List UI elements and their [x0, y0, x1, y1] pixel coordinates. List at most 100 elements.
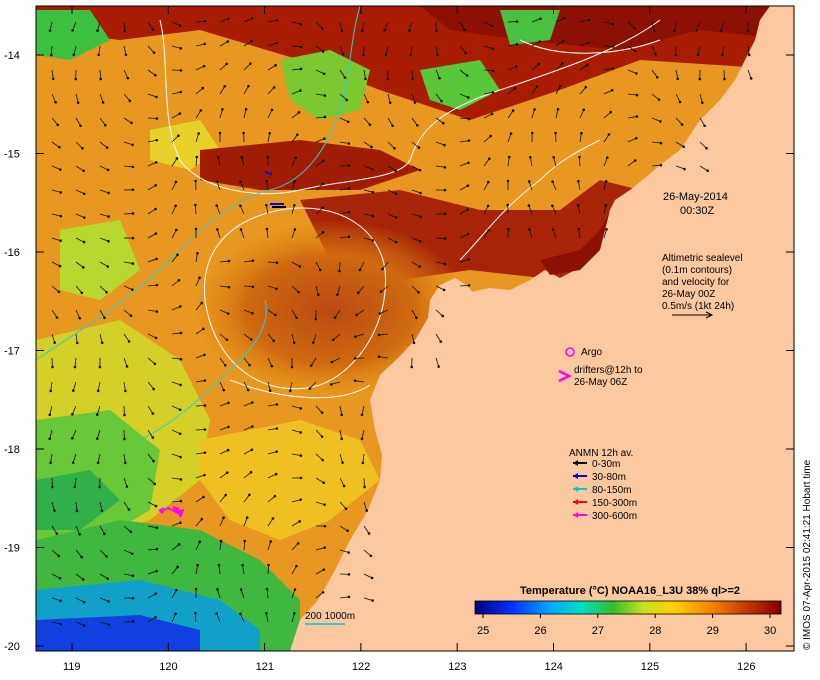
velocity-arrow-head: [194, 227, 198, 231]
velocity-arrow-head: [107, 599, 110, 603]
velocity-arrow: [603, 68, 613, 71]
velocity-arrow-head: [559, 84, 562, 88]
velocity-arrow-head: [633, 26, 636, 30]
velocity-arrow: [217, 157, 221, 167]
velocity-arrow-head: [131, 143, 134, 147]
velocity-arrow: [51, 93, 56, 103]
velocity-arrow-head: [227, 285, 231, 289]
velocity-arrow-head: [98, 485, 102, 489]
velocity-arrow: [339, 501, 347, 510]
velocity-arrow: [408, 21, 413, 31]
velocity-arrow-head: [552, 155, 556, 159]
anmn-label: 300-600m: [592, 511, 637, 522]
velocity-arrow-head: [100, 341, 104, 345]
velocity-arrow: [379, 356, 389, 359]
velocity-arrow-head: [275, 261, 279, 265]
velocity-arrow-head: [604, 203, 608, 207]
velocity-arrow-head: [463, 28, 466, 31]
credit-text: © IMOS 07-Apr-2015 02:41:21 Hobart time: [802, 459, 813, 650]
velocity-arrow-head: [155, 283, 159, 287]
velocity-arrow-head: [203, 404, 207, 407]
velocity-arrow: [147, 381, 154, 390]
velocity-arrow: [339, 477, 345, 487]
velocity-arrow-head: [179, 455, 182, 459]
velocity-arrow-head: [71, 412, 74, 416]
velocity-arrow: [147, 548, 157, 551]
velocity-arrow: [123, 117, 132, 124]
velocity-arrow-head: [272, 339, 276, 343]
velocity-arrow: [195, 405, 206, 407]
velocity-arrow-head: [55, 316, 59, 319]
velocity-arrow-head: [486, 204, 490, 208]
velocity-arrow: [51, 501, 55, 511]
velocity-arrow-head: [275, 41, 278, 45]
velocity-arrow: [171, 158, 178, 167]
velocity-arrow: [627, 160, 636, 167]
velocity-arrow: [123, 165, 133, 168]
velocity-arrow-head: [195, 155, 199, 159]
velocity-arrow: [267, 357, 273, 367]
velocity-arrow-head: [265, 203, 268, 207]
velocity-arrow: [171, 566, 178, 575]
velocity-arrow-head: [155, 257, 158, 261]
velocity-arrow-head: [576, 203, 580, 207]
velocity-arrow-head: [80, 555, 83, 559]
velocity-arrow-head: [177, 134, 180, 137]
velocity-arrow-head: [514, 65, 518, 68]
velocity-arrow: [435, 309, 443, 317]
velocity-arrow-head: [340, 437, 343, 441]
velocity-arrow-head: [299, 67, 303, 71]
velocity-arrow: [171, 522, 181, 527]
velocity-arrow: [99, 93, 104, 103]
velocity-arrow-head: [378, 312, 381, 315]
velocity-arrow-head: [249, 338, 253, 341]
velocity-arrow: [195, 65, 205, 71]
velocity-arrow-head: [271, 517, 275, 520]
velocity-arrow: [243, 357, 250, 366]
velocity-arrow: [147, 405, 154, 414]
velocity-arrow-head: [81, 146, 84, 150]
colorbar-tick-label: 27: [592, 625, 604, 637]
velocity-arrow: [73, 45, 77, 55]
velocity-arrow: [675, 141, 684, 148]
velocity-arrow-head: [265, 587, 269, 591]
velocity-arrow-head: [490, 24, 494, 28]
velocity-arrow: [387, 213, 397, 218]
velocity-arrow: [72, 453, 77, 463]
velocity-arrow-head: [155, 547, 159, 551]
velocity-arrow: [627, 93, 637, 96]
velocity-arrow-head: [179, 521, 182, 524]
velocity-arrow: [195, 565, 198, 575]
velocity-arrow-head: [611, 67, 615, 70]
velocity-arrow-head: [322, 568, 326, 571]
velocity-arrow: [291, 181, 295, 191]
velocity-arrow-head: [59, 239, 62, 243]
velocity-arrow-head: [222, 388, 226, 392]
velocity-arrow: [747, 69, 752, 79]
velocity-arrow: [219, 541, 222, 551]
velocity-arrow-head: [152, 51, 156, 54]
velocity-arrow-head: [611, 22, 615, 26]
velocity-arrow: [266, 229, 269, 239]
velocity-arrow-head: [274, 313, 277, 317]
velocity-arrow: [171, 544, 180, 551]
velocity-arrow: [699, 93, 703, 103]
velocity-arrow: [483, 158, 490, 167]
velocity-arrow: [289, 381, 293, 391]
velocity-arrow-head: [124, 53, 128, 57]
velocity-arrow-head: [415, 316, 418, 320]
velocity-arrow-head: [347, 164, 351, 167]
velocity-arrow: [243, 260, 253, 263]
velocity-arrow: [603, 229, 607, 239]
velocity-arrow: [219, 63, 227, 71]
velocity-arrow-head: [246, 388, 250, 392]
argo-label: Argo: [581, 347, 603, 358]
velocity-arrow: [363, 525, 370, 534]
velocity-arrow: [332, 333, 341, 341]
velocity-arrow: [651, 21, 655, 31]
colorbar-tick-label: 29: [707, 625, 719, 637]
velocity-arrow: [435, 141, 445, 146]
velocity-arrow-head: [464, 51, 468, 55]
velocity-arrow: [75, 525, 80, 535]
velocity-arrow: [603, 134, 610, 143]
